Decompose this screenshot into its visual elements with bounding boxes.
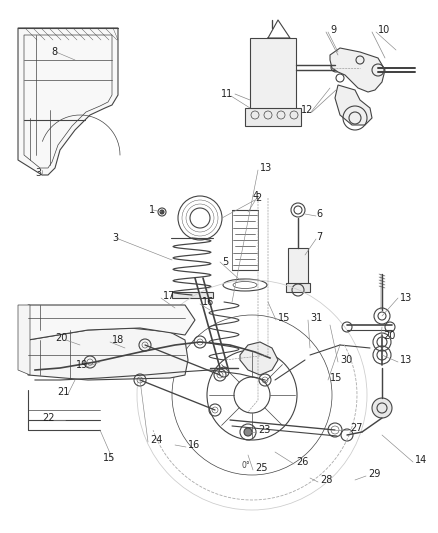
Text: 13: 13 xyxy=(260,163,272,173)
Text: 11: 11 xyxy=(221,89,233,99)
Text: 27: 27 xyxy=(350,423,363,433)
Polygon shape xyxy=(18,305,30,375)
Text: 7: 7 xyxy=(316,232,322,242)
Text: 8: 8 xyxy=(52,47,58,57)
Circle shape xyxy=(244,428,252,436)
Text: 19: 19 xyxy=(76,360,88,370)
Circle shape xyxy=(160,210,164,214)
Text: 17: 17 xyxy=(163,291,175,301)
Polygon shape xyxy=(330,48,385,92)
Text: 16: 16 xyxy=(202,297,214,307)
Polygon shape xyxy=(335,85,372,125)
Polygon shape xyxy=(28,328,188,380)
Text: 1: 1 xyxy=(149,205,155,215)
Text: 15: 15 xyxy=(278,313,290,323)
Text: 30: 30 xyxy=(340,355,352,365)
Text: 4: 4 xyxy=(253,191,259,201)
Polygon shape xyxy=(286,283,310,292)
Text: 25: 25 xyxy=(255,463,268,473)
Polygon shape xyxy=(288,248,308,285)
Text: 15: 15 xyxy=(330,373,343,383)
Text: 6: 6 xyxy=(316,209,322,219)
Text: 3: 3 xyxy=(112,233,118,243)
Polygon shape xyxy=(18,28,118,175)
Text: 20: 20 xyxy=(383,331,396,341)
Text: 2: 2 xyxy=(255,193,261,203)
Text: 10: 10 xyxy=(378,25,390,35)
Bar xyxy=(250,38,296,110)
Text: 13: 13 xyxy=(400,355,412,365)
Text: 15: 15 xyxy=(102,453,115,463)
Text: 26: 26 xyxy=(296,457,308,467)
Polygon shape xyxy=(240,342,278,375)
Text: 21: 21 xyxy=(58,387,70,397)
Text: 31: 31 xyxy=(310,313,322,323)
Text: 16: 16 xyxy=(188,440,200,450)
Text: 28: 28 xyxy=(320,475,332,485)
Text: 13: 13 xyxy=(400,293,412,303)
Text: 5: 5 xyxy=(222,257,228,267)
Text: 22: 22 xyxy=(42,413,55,423)
Text: 23: 23 xyxy=(258,425,270,435)
Circle shape xyxy=(372,398,392,418)
Text: 29: 29 xyxy=(368,469,380,479)
Text: 24: 24 xyxy=(150,435,162,445)
Text: 9: 9 xyxy=(330,25,336,35)
Bar xyxy=(245,108,301,126)
Text: 3: 3 xyxy=(35,168,41,178)
Text: 18: 18 xyxy=(112,335,124,345)
Polygon shape xyxy=(172,292,213,298)
Text: 20: 20 xyxy=(56,333,68,343)
Polygon shape xyxy=(28,305,195,340)
Text: 12: 12 xyxy=(300,105,313,115)
Text: 0°: 0° xyxy=(242,462,251,471)
Text: 14: 14 xyxy=(415,455,427,465)
